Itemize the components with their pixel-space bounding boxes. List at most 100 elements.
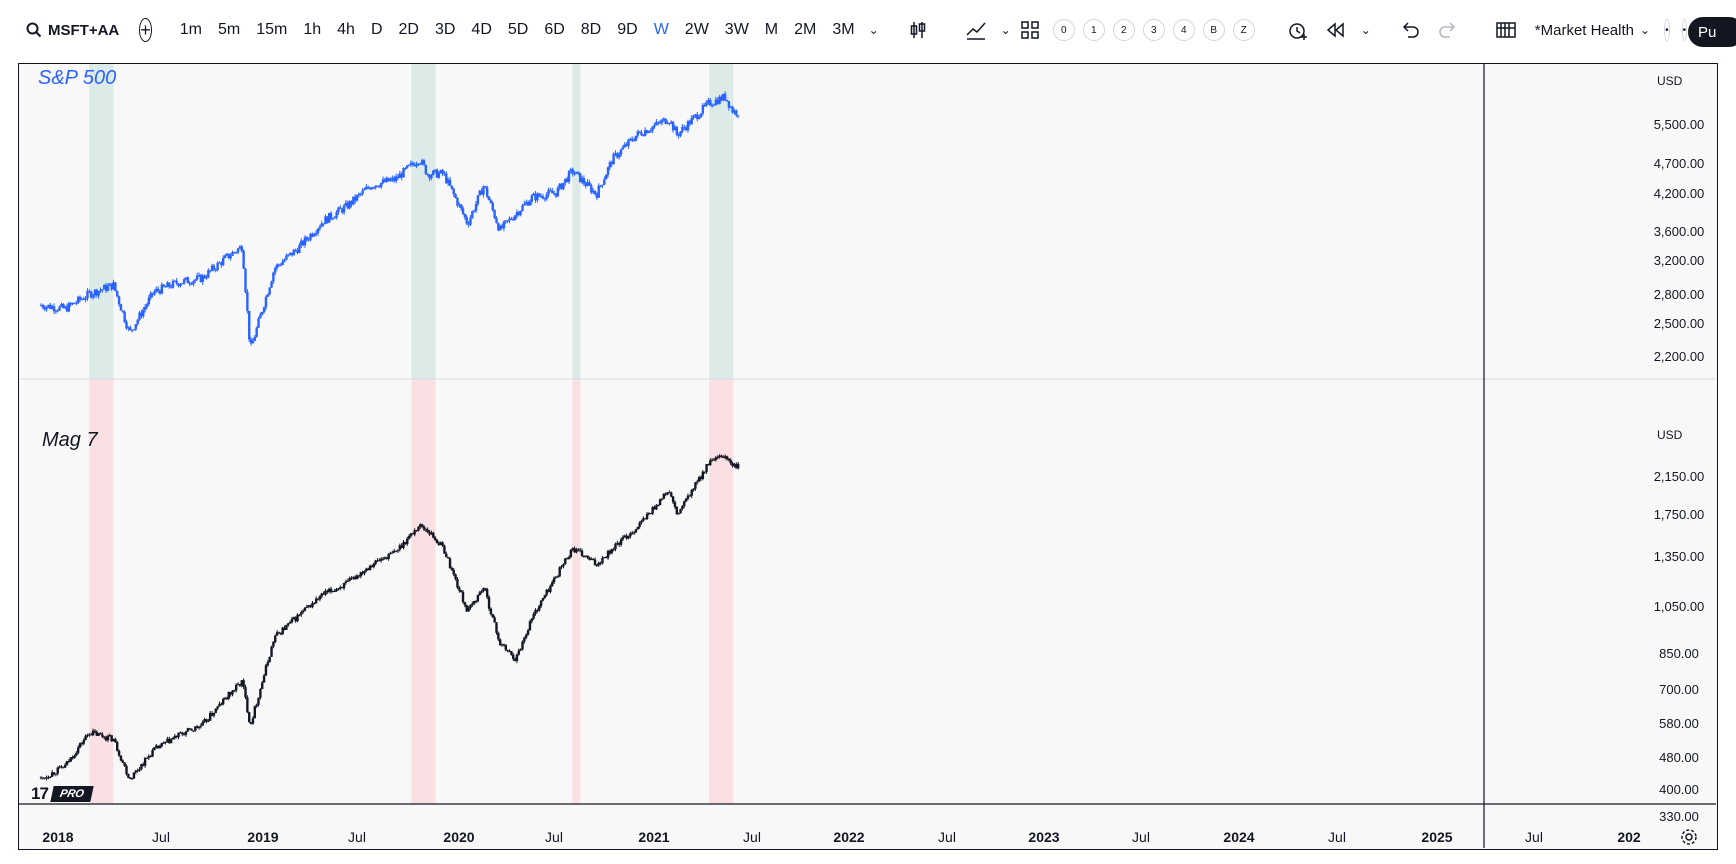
interval-chevron-down-icon[interactable]: ⌄: [868, 23, 879, 37]
slot-4[interactable]: 4: [1172, 19, 1195, 41]
mag7-candle: [430, 532, 433, 535]
spx-candle: [309, 233, 312, 240]
interval-1h[interactable]: 1h: [303, 21, 322, 38]
mag7-candle: [99, 733, 102, 735]
candles-icon[interactable]: [907, 17, 929, 43]
layout-name[interactable]: *Market Health: [1534, 21, 1634, 39]
dot-button-1[interactable]: •: [1664, 19, 1670, 41]
mag7-candle: [140, 764, 143, 770]
mag7-candle: [671, 496, 675, 503]
mag7-candle: [123, 762, 126, 766]
interval-2W[interactable]: 2W: [684, 21, 709, 38]
spx-price-tick: 4,700.00: [1653, 156, 1705, 171]
interval-3W[interactable]: 3W: [724, 21, 749, 38]
spx-candle: [129, 327, 132, 330]
chart-canvas[interactable]: [19, 64, 1716, 848]
mag7-currency-label[interactable]: USD: [1657, 428, 1683, 442]
layout-grid-icon[interactable]: [1019, 17, 1041, 43]
interval-1m[interactable]: 1m: [179, 21, 202, 38]
mag7-candle: [638, 522, 641, 527]
mag7-candle: [63, 764, 67, 768]
spx-candle: [106, 285, 110, 291]
mag7-candle: [413, 530, 416, 535]
mag7-candle: [422, 526, 426, 530]
spx-candle: [56, 310, 59, 312]
mag7-candle: [710, 459, 714, 461]
mag7-candle: [285, 624, 288, 630]
interval-4D[interactable]: 4D: [471, 21, 492, 38]
undo-icon[interactable]: [1399, 17, 1421, 43]
mag7-candle: [212, 712, 216, 716]
spx-candle: [103, 284, 106, 290]
interval-6D[interactable]: 6D: [544, 21, 565, 38]
spx-candle: [616, 152, 619, 158]
slot-1[interactable]: 1: [1082, 19, 1105, 41]
mag7-candle: [590, 559, 593, 561]
interval-2M[interactable]: 2M: [794, 21, 817, 38]
mag7-candle: [47, 777, 50, 779]
mag7-candle: [114, 738, 117, 743]
mag7-candle: [545, 589, 548, 596]
spx-candle: [231, 252, 234, 256]
dot-button-2[interactable]: •: [1681, 19, 1688, 41]
replay-chevron-down-icon[interactable]: ⌄: [1360, 23, 1371, 37]
mag7-candle: [361, 572, 364, 574]
mag7-candle: [595, 564, 599, 566]
interval-M[interactable]: M: [764, 21, 779, 38]
layout-chevron-down-icon[interactable]: ⌄: [1640, 23, 1651, 37]
slot-Z[interactable]: Z: [1232, 19, 1255, 41]
gear-icon[interactable]: [1680, 828, 1698, 846]
mag7-candle: [497, 632, 500, 640]
spx-candle: [327, 212, 331, 223]
spx-candle: [552, 193, 556, 195]
interval-4h[interactable]: 4h: [337, 21, 355, 38]
mag7-candle: [201, 721, 204, 726]
layout-table-icon[interactable]: [1495, 17, 1517, 43]
spx-candle: [599, 185, 602, 187]
slot-2[interactable]: 2: [1112, 19, 1135, 41]
spx-candle: [699, 113, 703, 118]
redo-icon[interactable]: [1437, 17, 1459, 43]
interval-W[interactable]: W: [653, 21, 669, 38]
mag7-candle: [651, 506, 654, 514]
publish-button[interactable]: Pu: [1688, 17, 1736, 47]
interval-2D[interactable]: 2D: [398, 21, 419, 38]
slot-B[interactable]: B: [1202, 19, 1225, 41]
mag7-candle: [601, 558, 604, 564]
symbol-search[interactable]: MSFT+AA: [26, 22, 119, 39]
mag7-candle: [543, 595, 547, 598]
spx-candle: [86, 290, 89, 299]
slot-0[interactable]: 0: [1052, 19, 1075, 41]
interval-3M[interactable]: 3M: [832, 21, 855, 38]
indicators-icon[interactable]: [965, 17, 987, 43]
interval-3D[interactable]: 3D: [434, 21, 456, 38]
mag7-candle: [121, 760, 125, 763]
indicators-chevron-down-icon[interactable]: ⌄: [1000, 23, 1011, 37]
interval-5m[interactable]: 5m: [218, 21, 241, 38]
interval-9D[interactable]: 9D: [617, 21, 638, 38]
spx-candle: [497, 223, 500, 231]
spx-candle: [644, 130, 647, 136]
spx-candle: [238, 246, 242, 249]
mag7-candle: [370, 565, 374, 567]
interval-D[interactable]: D: [370, 21, 383, 38]
mag7-candle: [541, 597, 545, 601]
spx-candle: [368, 188, 372, 190]
spx-candle: [551, 190, 554, 194]
spx-candle: [515, 212, 519, 216]
interval-5D[interactable]: 5D: [507, 21, 529, 38]
mag7-candle: [707, 464, 710, 466]
replay-rewind-icon[interactable]: [1325, 17, 1347, 43]
interval-8D[interactable]: 8D: [580, 21, 602, 38]
spx-currency-label[interactable]: USD: [1657, 74, 1683, 88]
compare-add-button[interactable]: +: [139, 18, 152, 42]
spx-candle: [538, 193, 541, 197]
mag7-candle: [41, 777, 45, 779]
alert-clock-icon[interactable]: [1287, 17, 1309, 43]
mag7-candle: [138, 769, 141, 771]
spx-candle: [218, 262, 221, 264]
slot-3[interactable]: 3: [1142, 19, 1165, 41]
interval-15m[interactable]: 15m: [256, 21, 288, 38]
spx-candle: [569, 169, 573, 172]
mag7-candle: [290, 618, 294, 623]
